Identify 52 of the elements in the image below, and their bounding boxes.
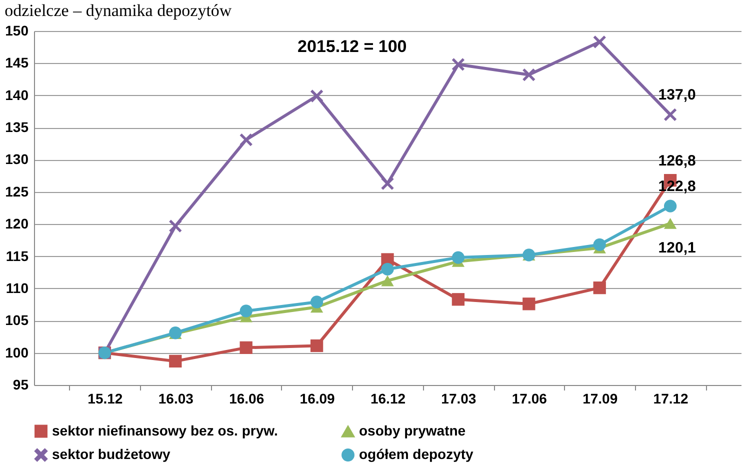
y-tick-label: 140: [5, 86, 29, 103]
x-tick-label: 16.03: [158, 390, 194, 406]
point: [169, 354, 182, 368]
x-tick-label: 16.06: [229, 390, 264, 406]
point: [310, 339, 324, 352]
y-tick-label: 150: [5, 22, 29, 38]
legend-label: sektor budżetowy: [52, 446, 170, 462]
point: [240, 341, 252, 354]
y-tick-label: 95: [12, 376, 29, 392]
point: [664, 108, 677, 121]
point: [593, 238, 606, 251]
point: [664, 218, 677, 229]
x-tick-label: 17.09: [582, 390, 618, 406]
legend-label: osoby prywatne: [359, 422, 466, 439]
point: [169, 220, 182, 232]
point: [664, 200, 677, 212]
point: [452, 58, 465, 71]
point: [593, 281, 606, 294]
y-tick-label: 135: [5, 119, 29, 136]
y-tick-label: 145: [5, 54, 29, 71]
point: [522, 298, 536, 310]
x-tick-label: 17.12: [653, 390, 689, 406]
y-tick-label: 115: [6, 248, 29, 264]
x-tick-label: 17.06: [512, 390, 548, 406]
x-tick-label: 16.12: [370, 390, 406, 406]
y-tick-label: 130: [5, 151, 29, 168]
point: [240, 304, 252, 318]
data-label: 120,1: [658, 239, 696, 256]
y-tick-label: 100: [5, 344, 29, 360]
point: [593, 36, 606, 48]
y-tick-label: 120: [5, 216, 29, 232]
x-tick-label: 17.03: [441, 390, 476, 406]
point: [381, 262, 394, 276]
point: [240, 133, 252, 146]
point: [381, 177, 394, 190]
point: [522, 68, 536, 82]
point: [381, 275, 394, 286]
legend-label: ogółem depozyty: [359, 446, 474, 462]
point: [452, 251, 465, 264]
data-label: 137,0: [658, 86, 696, 104]
legend-label: sektor niefinansowy bez os. pryw.: [52, 422, 278, 438]
y-tick-label: 105: [5, 312, 29, 328]
x-tick-label: 16.09: [300, 390, 336, 406]
y-tick-label: 125: [5, 183, 29, 200]
x-tick-label: 15.12: [88, 390, 123, 406]
point: [310, 296, 324, 308]
point: [310, 90, 324, 102]
y-tick-label: 110: [6, 280, 29, 296]
annotation: 2015.12 = 100: [298, 37, 407, 56]
data-label: 126,8: [658, 152, 696, 170]
point: [452, 293, 465, 306]
chart-title: odzielcze – dynamika depozytów: [4, 1, 232, 20]
